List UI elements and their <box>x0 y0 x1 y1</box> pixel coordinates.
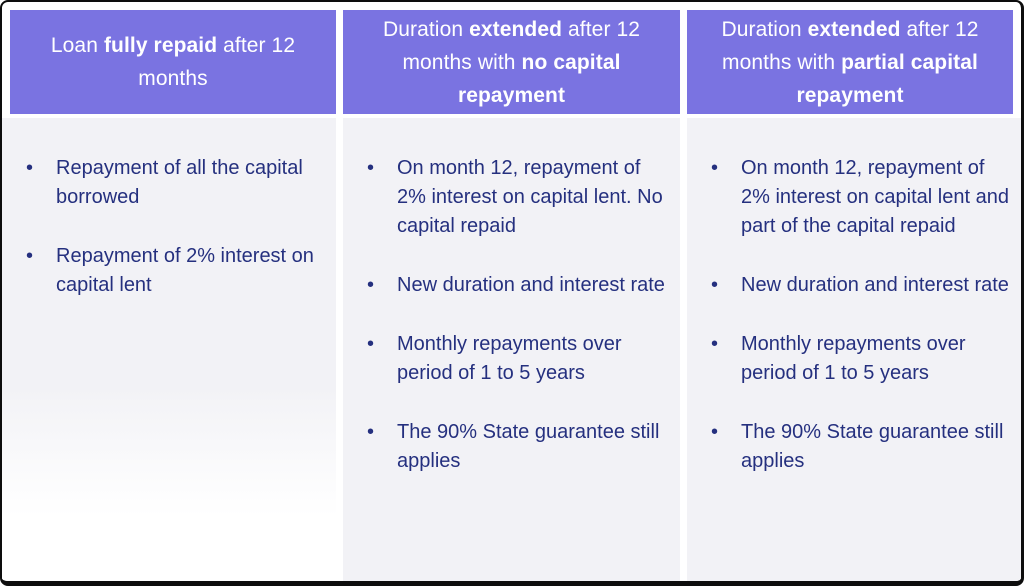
bullet-icon: • <box>367 421 375 443</box>
column-extended-no-capital: Duration extended after 12 months with n… <box>343 2 680 581</box>
column-body: • On month 12, repayment of 2% interest … <box>687 118 1021 581</box>
bullet-item: • New duration and interest rate <box>711 271 1011 300</box>
bullet-text: Repayment of 2% interest on capital lent <box>56 245 314 296</box>
header-segment-bold: no capital repayment <box>457 50 621 107</box>
bullet-item: • On month 12, repayment of 2% interest … <box>367 154 670 241</box>
column-header: Duration extended after 12 months with n… <box>343 10 680 114</box>
bullet-icon: • <box>711 421 719 443</box>
bullet-icon: • <box>26 157 34 179</box>
column-extended-partial-capital: Duration extended after 12 months with p… <box>687 2 1021 581</box>
bullet-text: New duration and interest rate <box>741 274 1009 296</box>
bullet-icon: • <box>26 245 34 267</box>
column-header: Duration extended after 12 months with p… <box>687 10 1013 114</box>
header-segment: after 12 months with <box>402 17 641 74</box>
bullet-item: • New duration and interest rate <box>367 271 670 300</box>
bullet-text: On month 12, repayment of 2% interest on… <box>741 157 1009 237</box>
header-segment-bold: fully repaid <box>103 34 218 57</box>
bullet-item: • On month 12, repayment of 2% interest … <box>711 154 1011 241</box>
column-body: • On month 12, repayment of 2% interest … <box>343 118 680 581</box>
header-segment: after 12 months with <box>722 17 979 74</box>
bullet-item: • Repayment of all the capital borrowed <box>26 154 326 212</box>
bullet-text: Monthly repayments over period of 1 to 5… <box>741 333 966 384</box>
bullet-icon: • <box>711 157 719 179</box>
bullet-list: • On month 12, repayment of 2% interest … <box>711 154 1011 476</box>
header-segment-bold: extended <box>807 17 901 41</box>
column-body: • Repayment of all the capital borrowed … <box>2 118 336 581</box>
bullet-icon: • <box>711 333 719 355</box>
header-segment-bold: extended <box>469 17 563 41</box>
column-header-text: Loan fully repaid after 12 months <box>28 29 318 95</box>
header-segment-bold: partial capital repayment <box>796 50 978 107</box>
bullet-item: • Repayment of 2% interest on capital le… <box>26 242 326 300</box>
bullet-text: The 90% State guarantee still applies <box>397 421 660 472</box>
bullet-text: New duration and interest rate <box>397 274 665 296</box>
bullet-item: • Monthly repayments over period of 1 to… <box>367 330 670 388</box>
bullet-item: • The 90% State guarantee still applies <box>367 418 670 476</box>
column-loan-fully-repaid: Loan fully repaid after 12 months • Repa… <box>2 2 336 581</box>
header-segment: Loan <box>50 34 104 57</box>
column-header: Loan fully repaid after 12 months <box>10 10 336 114</box>
bullet-list: • Repayment of all the capital borrowed … <box>26 154 326 300</box>
bullet-icon: • <box>367 274 375 296</box>
bullet-icon: • <box>367 157 375 179</box>
header-segment: after 12 months <box>138 34 296 90</box>
bullet-item: • The 90% State guarantee still applies <box>711 418 1011 476</box>
column-header-text: Duration extended after 12 months with n… <box>361 13 662 112</box>
bullet-icon: • <box>367 333 375 355</box>
column-header-text: Duration extended after 12 months with p… <box>705 13 995 112</box>
bullet-item: • Monthly repayments over period of 1 to… <box>711 330 1011 388</box>
bullet-text: The 90% State guarantee still applies <box>741 421 1004 472</box>
bullet-text: Repayment of all the capital borrowed <box>56 157 303 208</box>
bullet-text: Monthly repayments over period of 1 to 5… <box>397 333 622 384</box>
bullet-text: On month 12, repayment of 2% interest on… <box>397 157 663 237</box>
header-segment: Duration <box>721 17 808 41</box>
bullet-icon: • <box>711 274 719 296</box>
header-segment: Duration <box>382 17 470 41</box>
bullet-list: • On month 12, repayment of 2% interest … <box>367 154 670 476</box>
